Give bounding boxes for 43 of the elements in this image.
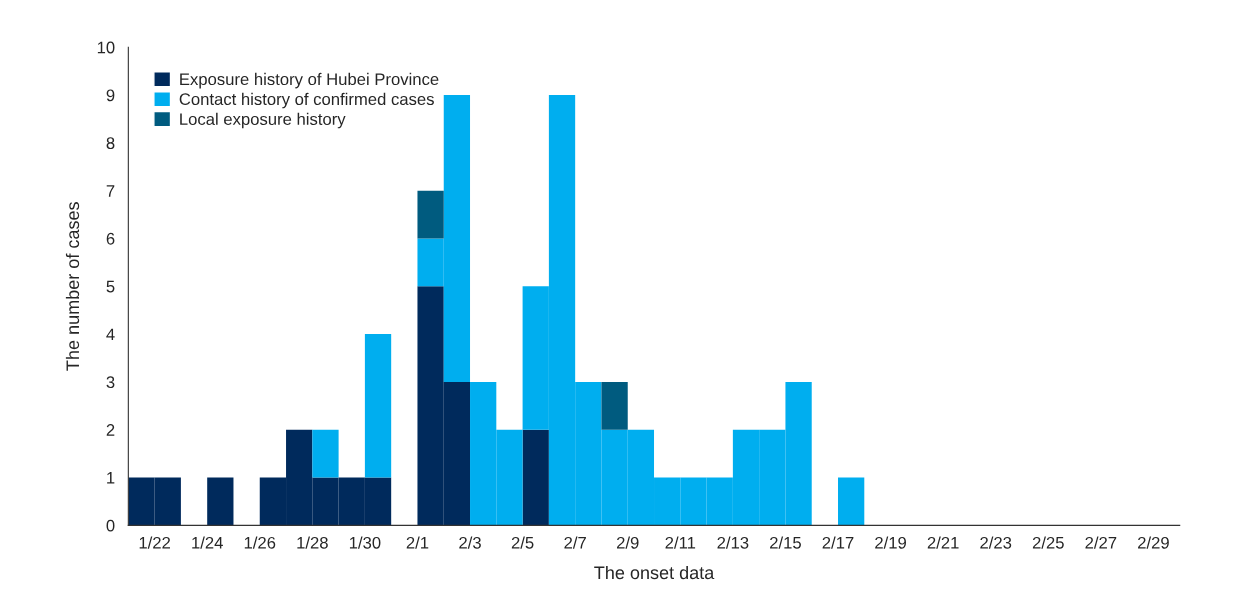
- y-axis-title: The number of cases: [65, 202, 80, 371]
- bar: [207, 477, 234, 526]
- x-axis-title: The onset data: [594, 565, 715, 580]
- bar: [522, 429, 549, 526]
- y-tick-label: 0: [106, 519, 115, 532]
- x-tick-label: 2/27: [1085, 536, 1117, 549]
- y-tick-label: 1: [107, 472, 115, 484]
- bar: [601, 381, 628, 430]
- x-tick-label: 1/30: [349, 536, 381, 549]
- y-tick-label: 7: [106, 185, 115, 197]
- bar: [838, 477, 865, 526]
- x-tick-label: 2/15: [770, 536, 801, 549]
- x-tick-label: 2/7: [564, 536, 586, 549]
- x-tick-label: 1/24: [192, 536, 223, 549]
- x-tick-label: 2/23: [980, 536, 1012, 549]
- x-tick-label: 2/19: [875, 536, 907, 549]
- x-tick-label: 2/25: [1032, 536, 1064, 549]
- bar: [417, 190, 444, 239]
- y-tick-label: 9: [106, 89, 115, 102]
- legend-label: Contact history of confirmed cases: [179, 92, 434, 109]
- x-tick-label: 1/26: [244, 536, 276, 549]
- y-tick-label: 2: [106, 424, 115, 436]
- x-tick-label: 1/22: [139, 536, 170, 549]
- x-tick-label: 2/1: [406, 536, 429, 549]
- y-tick-label: 6: [106, 232, 115, 245]
- x-tick-label: 2/9: [616, 536, 639, 549]
- x-tick-label: 2/21: [927, 536, 959, 549]
- legend-label: Local exposure history: [180, 112, 346, 129]
- y-tick-label: 4: [106, 328, 115, 341]
- x-tick-label: 2/17: [822, 536, 854, 549]
- bar: [312, 429, 339, 478]
- y-tick-label: 10: [97, 41, 115, 54]
- y-tick-label: 3: [106, 376, 115, 389]
- legend-label: Exposure history of Hubei Province: [180, 72, 439, 89]
- bar: [364, 334, 392, 478]
- y-tick-label: 8: [106, 137, 115, 150]
- x-tick-label: 2/11: [665, 536, 696, 549]
- x-tick-label: 2/13: [717, 536, 749, 549]
- y-tick-label: 5: [106, 280, 115, 293]
- x-tick-label: 2/5: [511, 536, 534, 549]
- x-tick-label: 1/28: [297, 536, 328, 549]
- x-tick-label: 2/3: [459, 536, 481, 549]
- x-tick-label: 2/29: [1138, 536, 1169, 549]
